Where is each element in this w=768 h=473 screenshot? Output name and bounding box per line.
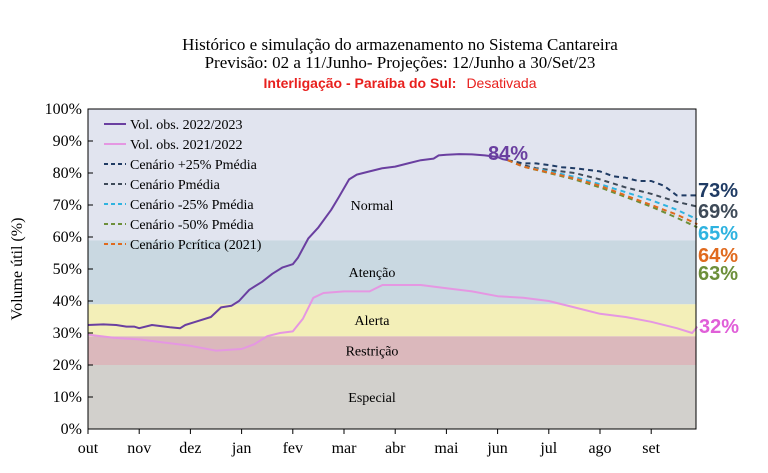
zone-label: Restrição [346, 345, 399, 360]
x-tick-label: nov [127, 440, 151, 457]
legend-label: Cenário Pmédia [130, 178, 221, 193]
y-tick-label: 60% [53, 229, 82, 246]
y-tick-label: 20% [53, 357, 82, 374]
legend-label: Cenário Pcrítica (2021) [130, 238, 262, 253]
x-tick-label: out [78, 440, 99, 457]
legend: Vol. obs. 2022/2023 Vol. obs. 2021/2022 Ce… [104, 118, 262, 253]
chart-title-line3: Interligação - Paraíba do Sul: Desativad… [264, 75, 537, 92]
end-label: 65% [698, 223, 738, 245]
zone-band [88, 336, 696, 365]
series-line [507, 159, 698, 208]
end-label: 32% [699, 316, 739, 338]
y-tick-label: 90% [53, 133, 82, 150]
legend-label: Cenário -50% Pmédia [130, 218, 254, 233]
x-tick-label: jun [486, 440, 507, 457]
zone-band [88, 240, 696, 305]
zone-band [88, 109, 696, 241]
x-tick-label: jul [539, 440, 557, 457]
series-line [87, 153, 508, 330]
y-tick-label: 100% [45, 101, 82, 118]
zone-bands [88, 109, 696, 429]
y-tick-label: 50% [53, 261, 82, 278]
series-line [87, 284, 699, 352]
chart-title-line2: Previsão: 02 a 11/Junho- Projeções: 12/J… [205, 53, 596, 72]
x-tick-label: jan [231, 440, 252, 457]
y-ticks: 0% 10% 20% 30% 40% 50% 60% 70% 80% 90% 100% [45, 101, 93, 438]
end-label: 69% [698, 201, 738, 223]
interligacao-label: Interligação - Paraíba do Sul: [264, 75, 457, 91]
y-tick-label: 30% [53, 325, 82, 342]
x-tick-label: abr [385, 440, 406, 457]
chart-title-line1: Histórico e simulação do armazenamento n… [182, 35, 618, 54]
legend-label: Cenário -25% Pmédia [130, 198, 254, 213]
zone-label: Normal [351, 199, 394, 214]
zone-label: Alerta [355, 314, 391, 329]
y-tick-label: 0% [61, 421, 82, 438]
interligacao-status: Desativada [466, 75, 536, 91]
end-label: 73% [698, 180, 738, 202]
zone-label: Especial [348, 391, 396, 406]
x-tick-label: ago [588, 440, 611, 457]
end-label: 64% [698, 245, 738, 267]
x-tick-label: fev [283, 440, 303, 457]
y-tick-label: 80% [53, 165, 82, 182]
series-line [507, 159, 698, 197]
end-label: 63% [698, 263, 738, 285]
zone-label: Atenção [349, 266, 396, 281]
end-labels: 84% 73%69%65%64%63% 32% [488, 143, 739, 338]
y-tick-label: 70% [53, 197, 82, 214]
legend-label: Cenário +25% Pmédia [130, 158, 258, 173]
y-axis-label: Volume útil (%) [9, 218, 26, 321]
zone-band [88, 304, 696, 337]
legend-label: Vol. obs. 2021/2022 [130, 138, 243, 153]
legend-label: Vol. obs. 2022/2023 [130, 118, 243, 133]
x-tick-label: dez [179, 440, 201, 457]
x-tick-label: mar [332, 440, 358, 457]
end-label: 84% [488, 143, 528, 165]
series-lines [87, 153, 699, 352]
x-tick-label: set [642, 440, 660, 457]
x-ticks: out nov dez jan fev mar abr mai jun jul ago set [78, 429, 661, 457]
y-tick-label: 10% [53, 389, 82, 406]
y-tick-label: 40% [53, 293, 82, 310]
zone-band [88, 365, 696, 429]
x-tick-label: mai [434, 440, 459, 457]
zone-labels: Especial Restrição Alerta Atenção Normal [346, 199, 399, 406]
